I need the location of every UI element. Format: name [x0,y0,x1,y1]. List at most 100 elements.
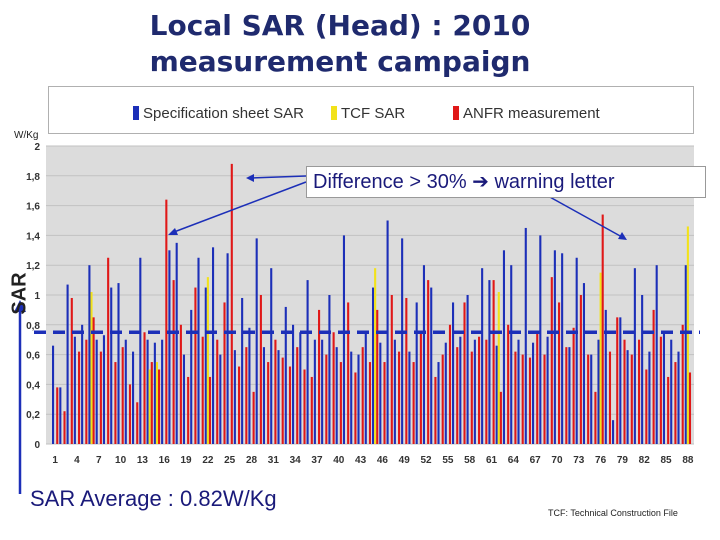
bar-0-67 [539,235,542,444]
bar-0-27 [248,327,251,444]
bar-0-14 [153,342,156,444]
y-tick-label: 1 [34,291,40,302]
bar-2-37 [325,354,328,444]
bar-2-61 [499,391,502,444]
bar-2-60 [492,280,495,444]
bar-0-19 [190,309,193,444]
legend-label-tcf: TCF SAR [341,105,406,122]
bar-2-27 [252,391,255,444]
bar-0-78 [619,317,622,444]
bar-2-39 [339,362,342,444]
bar-2-40 [347,302,350,444]
legend-label-spec: Specification sheet SAR [143,105,304,122]
bar-2-52 [434,376,437,444]
callout-arrowhead-2 [168,228,178,235]
bar-2-64 [521,354,524,444]
bar-2-25 [238,366,241,444]
bar-0-70 [561,253,564,444]
bar-2-74 [594,391,597,444]
x-tick-label: 46 [377,455,389,466]
bar-2-47 [398,351,401,444]
bar-2-49 [412,362,415,444]
bar-0-18 [182,354,186,444]
y-tick-label: 1,2 [26,261,40,272]
bar-0-9 [117,283,120,444]
bars-group [52,163,692,444]
bar-2-24 [230,163,233,444]
y-tick-label: 0,8 [26,321,40,332]
bar-2-41 [354,372,357,444]
y-tick-label: 0,2 [26,410,40,421]
bar-2-18 [187,376,190,444]
bar-0-56 [459,336,462,444]
bar-1-61 [497,292,500,444]
x-tick-label: 10 [115,455,127,466]
callout-arrows [168,174,627,240]
bar-0-17 [175,242,178,444]
x-tick-label: 43 [355,455,367,466]
x-tick-label: 73 [573,455,585,466]
callout-arrow-2 [173,181,307,233]
x-tick-label: 7 [96,455,102,466]
bar-2-35 [310,376,313,444]
bar-0-6 [95,339,98,444]
bar-0-65 [524,227,527,444]
bar-2-43 [368,362,372,444]
legend-item-anfr: ANFR measurement [453,105,600,122]
bar-2-30 [274,339,277,444]
bar-0-44 [372,287,375,444]
bar-2-75 [601,214,604,444]
bar-0-33 [292,324,295,444]
bar-0-40 [342,235,346,444]
bar-2-14 [158,369,161,444]
bar-2-58 [478,336,481,444]
bar-2-73 [587,354,590,444]
legend-label-anfr: ANFR measurement [463,105,600,122]
bar-2-85 [674,362,677,444]
bar-0-57 [466,295,469,444]
bar-2-51 [427,280,430,444]
bar-2-32 [288,366,292,444]
x-tick-label: 1 [52,455,58,466]
bar-2-55 [456,347,459,444]
bar-2-13 [150,362,153,444]
y-tick-label: 0,4 [26,380,40,391]
bar-0-11 [132,351,135,444]
bar-0-25 [233,350,236,444]
x-tick-label: 67 [530,455,542,466]
x-tick-label: 25 [224,455,236,466]
bar-2-23 [223,302,226,444]
bar-1-87 [686,226,689,444]
y-tick-label: 0 [34,440,40,451]
bar-2-21 [208,376,212,444]
bar-0-31 [277,350,280,444]
bar-0-43 [364,332,367,444]
bar-0-80 [633,268,636,444]
bar-0-54 [444,342,447,444]
bar-0-83 [655,265,658,444]
y-tick-label: 1,4 [26,231,40,242]
bar-0-71 [568,347,571,444]
x-tick-label: 70 [551,455,563,466]
bar-2-79 [630,354,633,444]
bar-2-57 [470,351,473,444]
bar-0-34 [299,332,302,444]
bar-0-38 [328,295,331,444]
x-tick-label: 85 [660,455,672,466]
bar-2-36 [318,309,321,444]
x-tick-label: 4 [74,455,80,466]
bar-2-7 [107,257,110,444]
footnote: TCF: Technical Construction File [548,508,678,518]
legend-swatch-spec [133,106,139,120]
bar-2-33 [296,347,299,444]
bar-2-29 [267,362,270,444]
bar-0-12 [139,257,142,444]
bar-2-46 [390,295,393,444]
bar-1-14 [155,362,159,444]
callout-arrowhead-1 [246,174,254,182]
bar-2-81 [645,369,648,444]
bar-0-32 [284,306,287,444]
bar-2-44 [376,309,379,444]
bar-2-19 [194,287,197,444]
